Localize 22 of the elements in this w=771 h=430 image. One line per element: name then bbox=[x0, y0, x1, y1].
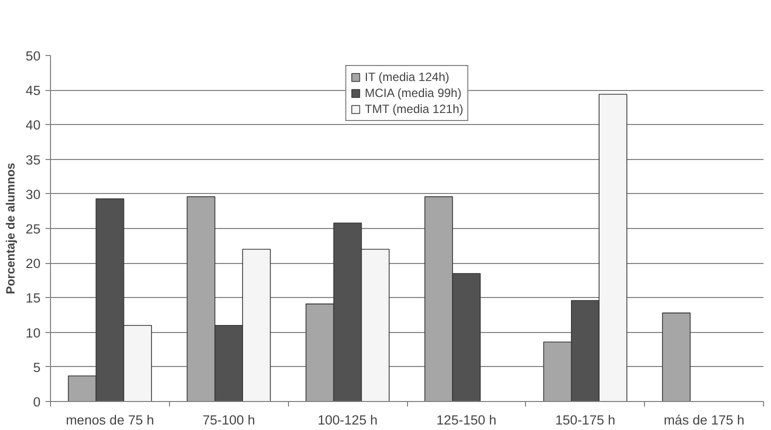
y-tick-label: 45 bbox=[26, 83, 41, 98]
y-tick-label: 25 bbox=[26, 222, 41, 236]
y-tick-label: 10 bbox=[26, 325, 41, 340]
y-tick-label: 15 bbox=[26, 290, 41, 306]
x-tick-label: 75-100 h bbox=[202, 412, 256, 428]
x-tick-label: 100-125 h bbox=[318, 412, 378, 428]
y-tick-label: 5 bbox=[33, 360, 41, 375]
legend-label: MCIA (media 99h) bbox=[364, 86, 462, 100]
y-tick-label: 40 bbox=[26, 118, 41, 133]
bar bbox=[662, 312, 691, 402]
legend-label: TMT (media 121h) bbox=[364, 102, 464, 116]
legend-label: IT (media 124h) bbox=[364, 70, 450, 84]
x-tick-label: menos de 75 h bbox=[66, 412, 154, 428]
x-tick-label: 150-175 h bbox=[555, 412, 616, 428]
y-tick-label: 20 bbox=[26, 256, 41, 272]
x-tick-label: más de 175 h bbox=[664, 412, 744, 428]
y-tick-label: 0 bbox=[33, 394, 41, 410]
y-tick-label: 50 bbox=[26, 48, 41, 64]
x-tick-label: 125-150 h bbox=[436, 412, 496, 428]
y-axis-title: Porcentaje de alumnos bbox=[4, 162, 18, 294]
y-tick-label: 35 bbox=[26, 152, 41, 168]
y-tick-label: 30 bbox=[26, 186, 41, 202]
